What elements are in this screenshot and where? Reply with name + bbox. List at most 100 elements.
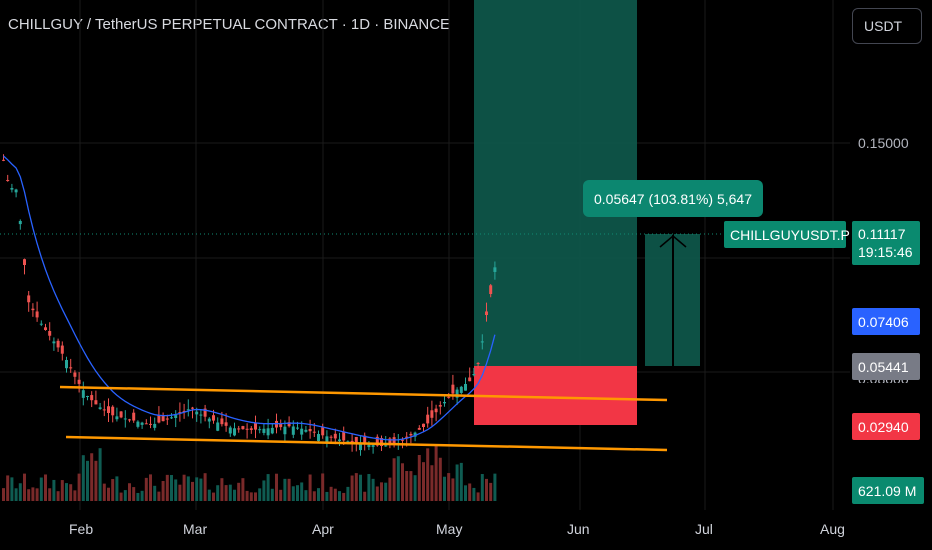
candle-body	[136, 421, 140, 427]
volume-bar	[56, 491, 60, 501]
volume-bar	[39, 477, 43, 501]
volume-bars	[2, 444, 497, 501]
volume-bar	[409, 471, 413, 501]
candle-body	[409, 433, 413, 436]
candle-body	[430, 410, 434, 418]
volume-bar	[90, 453, 94, 501]
candle-body	[178, 412, 182, 414]
volume-bar	[434, 444, 438, 501]
volume-bar	[182, 474, 186, 501]
volume-bar	[476, 492, 480, 501]
volume-bar	[123, 490, 127, 501]
volume-bar	[468, 483, 472, 501]
volume-bar	[430, 465, 434, 501]
candle-body	[48, 331, 52, 336]
candle-body	[401, 439, 404, 441]
candle-body	[60, 345, 64, 354]
volume-bar	[52, 479, 56, 501]
volume-bar	[325, 491, 329, 501]
candle-body	[2, 159, 5, 161]
candle-body	[102, 409, 106, 411]
candles	[2, 154, 497, 456]
volume-bar	[195, 477, 199, 501]
volume-bar	[375, 486, 379, 501]
candle-body	[300, 428, 304, 435]
volume-bar	[31, 487, 35, 501]
volume-bar	[354, 473, 358, 501]
candle-body	[367, 444, 371, 448]
volume-bar	[304, 490, 308, 501]
volume-bar	[203, 473, 207, 501]
volume-bar	[86, 460, 89, 501]
candle-body	[191, 407, 194, 409]
volume-bar	[270, 488, 274, 501]
candle-body	[65, 360, 68, 369]
volume-bar	[81, 455, 85, 501]
volume-bar	[275, 473, 278, 501]
volume-bar	[329, 486, 333, 501]
candle-body	[212, 415, 215, 421]
volume-bar	[128, 483, 131, 501]
volume-bar	[493, 473, 497, 501]
volume-bar	[228, 484, 232, 501]
candle-body	[291, 426, 295, 435]
volume-bar	[191, 481, 194, 501]
candle-body	[123, 418, 127, 420]
candle-body	[422, 423, 425, 427]
upper-trendline	[59, 385, 668, 402]
last-price-value: 0.11117	[858, 226, 906, 242]
candle-body	[237, 428, 241, 430]
volume-bar	[140, 490, 144, 501]
candle-body	[464, 384, 467, 391]
volume-bar	[44, 474, 47, 501]
candle-body	[493, 267, 497, 272]
volume-bar	[60, 480, 64, 501]
candle-body	[165, 418, 169, 420]
candle-body	[52, 341, 56, 344]
candle-body	[115, 416, 119, 420]
volume-bar	[405, 471, 409, 501]
volume-bar	[245, 490, 249, 501]
volume-bar	[367, 474, 371, 501]
candle-body	[258, 429, 262, 431]
candle-body	[451, 384, 455, 394]
volume-bar	[296, 485, 299, 501]
volume-bar	[216, 485, 220, 501]
volume-bar	[426, 448, 430, 501]
time-label: Mar	[183, 521, 208, 537]
bar-countdown: 19:15:46	[858, 244, 913, 260]
volume-bar	[371, 478, 375, 501]
time-label: Feb	[69, 521, 94, 537]
candle-body	[350, 440, 354, 443]
candle-body	[186, 409, 190, 411]
volume-bar	[455, 464, 459, 501]
volume-bar	[237, 482, 241, 501]
volume-bar	[291, 486, 295, 501]
candle-body	[77, 379, 81, 384]
candle-body	[44, 327, 47, 330]
volume-bar	[165, 474, 169, 501]
currency-button[interactable]: USDT	[852, 8, 922, 44]
candle-body	[23, 259, 26, 265]
volume-bar	[464, 485, 467, 501]
volume-bar	[6, 475, 10, 501]
volume-bar	[443, 476, 446, 501]
volume-bar	[23, 473, 26, 501]
candle-body	[283, 426, 287, 435]
volume-bar	[94, 460, 98, 501]
grid	[0, 0, 850, 510]
volume-bar	[279, 489, 283, 501]
candle-body	[329, 436, 333, 438]
time-label: May	[436, 521, 463, 537]
volume-bar	[220, 478, 224, 501]
volume-bar	[119, 492, 123, 501]
volume-bar	[115, 476, 119, 501]
volume-bar	[199, 478, 203, 501]
projection-arrow-icon	[659, 235, 687, 248]
candle-body	[254, 422, 257, 430]
volume-bar	[98, 448, 102, 501]
candle-body	[10, 188, 14, 190]
time-label: Apr	[312, 521, 334, 537]
volume-bar	[308, 474, 312, 501]
